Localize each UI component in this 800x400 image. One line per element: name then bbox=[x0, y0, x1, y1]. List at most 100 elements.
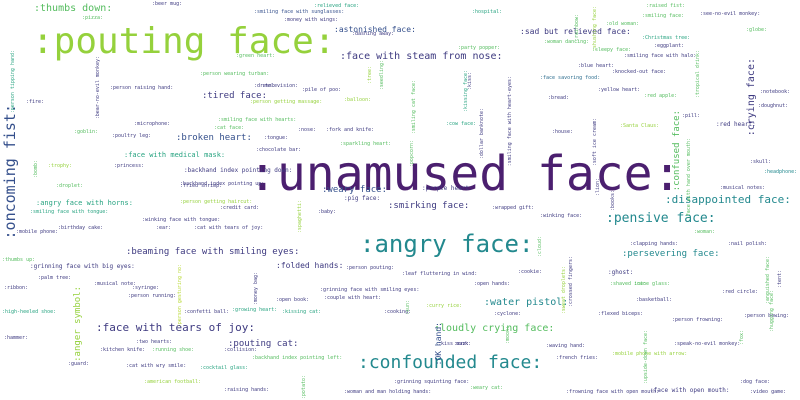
word: :face savoring food: bbox=[540, 75, 601, 81]
word: :smiling face with hearts: bbox=[218, 117, 297, 123]
word: :person pouting: bbox=[346, 265, 395, 271]
word: :smiling cat face: bbox=[411, 80, 417, 135]
word: :bread: bbox=[548, 95, 570, 101]
word: :poultry leg: bbox=[112, 133, 152, 139]
word: :television: bbox=[262, 83, 299, 89]
word: :ribbon: bbox=[4, 285, 29, 291]
word: :raised fist: bbox=[646, 3, 686, 9]
word: :speak-no-evil monkey: bbox=[674, 341, 741, 347]
word: :nine glass: bbox=[634, 281, 671, 287]
word: :party popper: bbox=[458, 45, 501, 51]
word: :clapping hands: bbox=[630, 241, 679, 247]
word: :skull: bbox=[750, 159, 772, 165]
word: :backhand index pointing left: bbox=[252, 355, 343, 361]
word: :confused face: bbox=[672, 110, 682, 192]
word: :smiling face with halo: bbox=[624, 53, 697, 59]
word: :shushing face: bbox=[592, 6, 598, 52]
word: :syringe: bbox=[132, 285, 160, 291]
word: :soft ice cream: bbox=[592, 118, 598, 167]
word: :winking face: bbox=[540, 213, 583, 219]
word: :high-heeled shoe: bbox=[2, 309, 57, 315]
word: :angry face: bbox=[360, 230, 534, 258]
word: :sad but relieved face: bbox=[520, 27, 631, 36]
word: :basketball: bbox=[636, 297, 673, 303]
word: :dress: bbox=[254, 83, 276, 89]
word: :sweat droplets: bbox=[561, 266, 567, 315]
word: :grinning face with big eyes: bbox=[30, 263, 135, 270]
word: :knocked-out face: bbox=[612, 69, 667, 75]
word: :musical notes: bbox=[720, 185, 766, 191]
word: :smiling face: bbox=[642, 13, 685, 19]
word: :thumbs down: bbox=[34, 3, 113, 14]
word: :droplet: bbox=[56, 183, 84, 189]
word: :kitchen knife: bbox=[100, 347, 146, 353]
word: :confetti ball: bbox=[184, 309, 230, 315]
word: :kissing cat: bbox=[282, 309, 322, 315]
word: :red heart: bbox=[716, 121, 756, 128]
word: :cookie: bbox=[518, 269, 543, 275]
word: :old woman: bbox=[606, 21, 640, 27]
word: :bomb: bbox=[33, 160, 39, 179]
word: :fox: bbox=[739, 330, 745, 346]
word: :shaved ice: bbox=[610, 281, 647, 287]
word: :raising hands: bbox=[224, 387, 270, 393]
word: :red circle: bbox=[722, 289, 759, 295]
word: :pill: bbox=[682, 113, 701, 119]
word: :thumbs up: bbox=[2, 257, 36, 263]
word: :loudly crying face: bbox=[434, 323, 555, 334]
word: :winking face with tongue: bbox=[142, 217, 221, 223]
word: :weary cat: bbox=[470, 385, 504, 391]
word: :doughnut: bbox=[758, 103, 789, 109]
word: :baby: bbox=[318, 209, 337, 215]
word: :smirking face: bbox=[388, 201, 470, 211]
word: :face with tears of joy: bbox=[96, 321, 255, 334]
word: :disappointed face: bbox=[665, 193, 791, 206]
word: :face with steam from nose: bbox=[340, 51, 503, 62]
word: :astonished face: bbox=[334, 25, 416, 34]
word: :person gesturing no: bbox=[177, 264, 183, 328]
word: :confounded face: bbox=[358, 352, 543, 373]
word: :couple with heart: bbox=[324, 295, 382, 301]
word: :ear: bbox=[156, 225, 172, 231]
word: :person bowing: bbox=[744, 313, 790, 319]
word: :dog face: bbox=[740, 379, 771, 385]
word: :books: bbox=[610, 190, 616, 212]
word: :pouting face: bbox=[32, 21, 336, 62]
word: :running shoe: bbox=[152, 347, 195, 353]
word: :trophy: bbox=[48, 163, 73, 169]
word: :green heart: bbox=[236, 53, 276, 59]
word: :beaming face with smiling eyes: bbox=[126, 247, 300, 257]
word: :kiss mark: bbox=[438, 341, 472, 347]
word: :purple heart: bbox=[422, 185, 473, 192]
word: :cyclone: bbox=[494, 311, 522, 317]
word: :mobile phone: bbox=[16, 229, 59, 235]
word: :person frowning: bbox=[672, 317, 724, 323]
word: :tree: bbox=[367, 66, 373, 85]
word: :face with medical mask: bbox=[124, 151, 226, 159]
word: :growing heart: bbox=[232, 307, 278, 313]
word: :two hearts: bbox=[136, 339, 173, 345]
word: :birthday cake: bbox=[58, 225, 104, 231]
word: :pile of poo: bbox=[302, 87, 342, 93]
word: :eggplant: bbox=[654, 43, 685, 49]
word: :pensive face: bbox=[606, 211, 716, 226]
word: :tent: bbox=[777, 270, 783, 289]
word: :bear-no-evil monkey: bbox=[95, 56, 101, 120]
word: :red apple: bbox=[644, 93, 678, 99]
word: :open book: bbox=[276, 297, 310, 303]
word: :collision: bbox=[224, 347, 258, 353]
word: :hospital: bbox=[472, 9, 503, 15]
word: :tongue: bbox=[264, 135, 289, 141]
word: :person wearing turban: bbox=[200, 71, 270, 77]
word: :cooking: bbox=[384, 309, 412, 315]
word: :fork and knife: bbox=[326, 127, 375, 133]
word: :folded hands: bbox=[276, 261, 344, 270]
word: :musical note: bbox=[94, 281, 137, 287]
word: :upside-down face: bbox=[643, 330, 649, 385]
word: :potato: bbox=[301, 374, 307, 399]
word: :seedling: bbox=[379, 60, 385, 91]
word: :headphone: bbox=[764, 169, 798, 175]
word: :frowning face with open mouth: bbox=[566, 389, 660, 395]
word: :anguished face: bbox=[765, 256, 771, 305]
word: :anger symbol: bbox=[73, 286, 83, 362]
